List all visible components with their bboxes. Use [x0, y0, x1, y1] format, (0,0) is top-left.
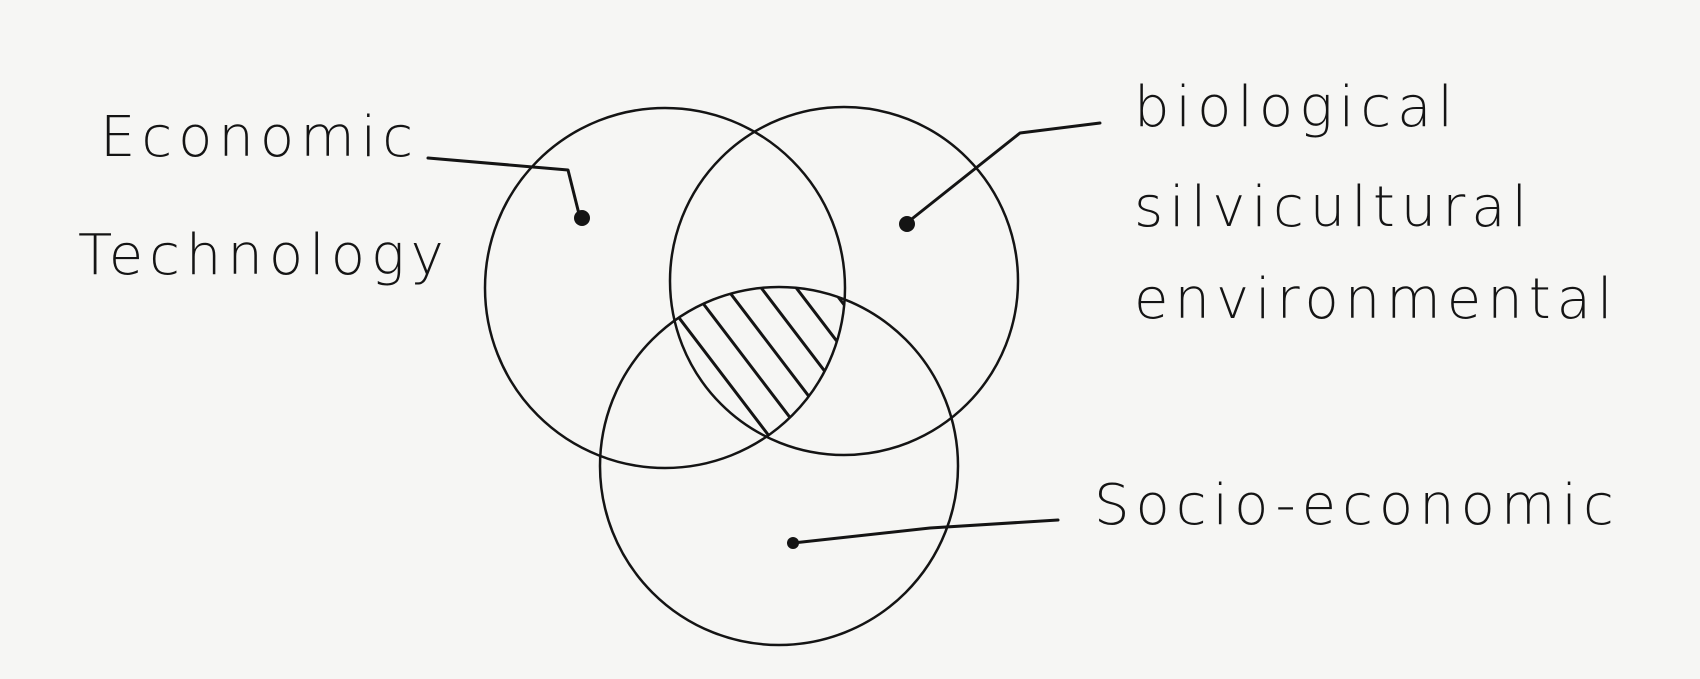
socio-economic-leader-line	[791, 518, 1060, 545]
biological-circle	[668, 105, 1020, 457]
label-biological: biological	[1134, 75, 1460, 140]
socio-economic-circle	[598, 285, 960, 647]
label-silvicultural: silvicultural	[1134, 175, 1534, 240]
economic-leader-line	[426, 156, 582, 220]
biological-dot	[899, 216, 915, 232]
economic-technology-circle	[483, 106, 847, 470]
label-technology: Technology	[78, 223, 450, 288]
socio-economic-dot	[787, 537, 799, 549]
label-socio-economic: Socio-economic	[1094, 473, 1620, 538]
label-economic: Economic	[100, 105, 420, 170]
biological-leader-line	[906, 121, 1102, 224]
intersection-hatching	[670, 287, 845, 455]
label-environmental: environmental	[1134, 267, 1619, 332]
economic-dot	[574, 210, 590, 226]
